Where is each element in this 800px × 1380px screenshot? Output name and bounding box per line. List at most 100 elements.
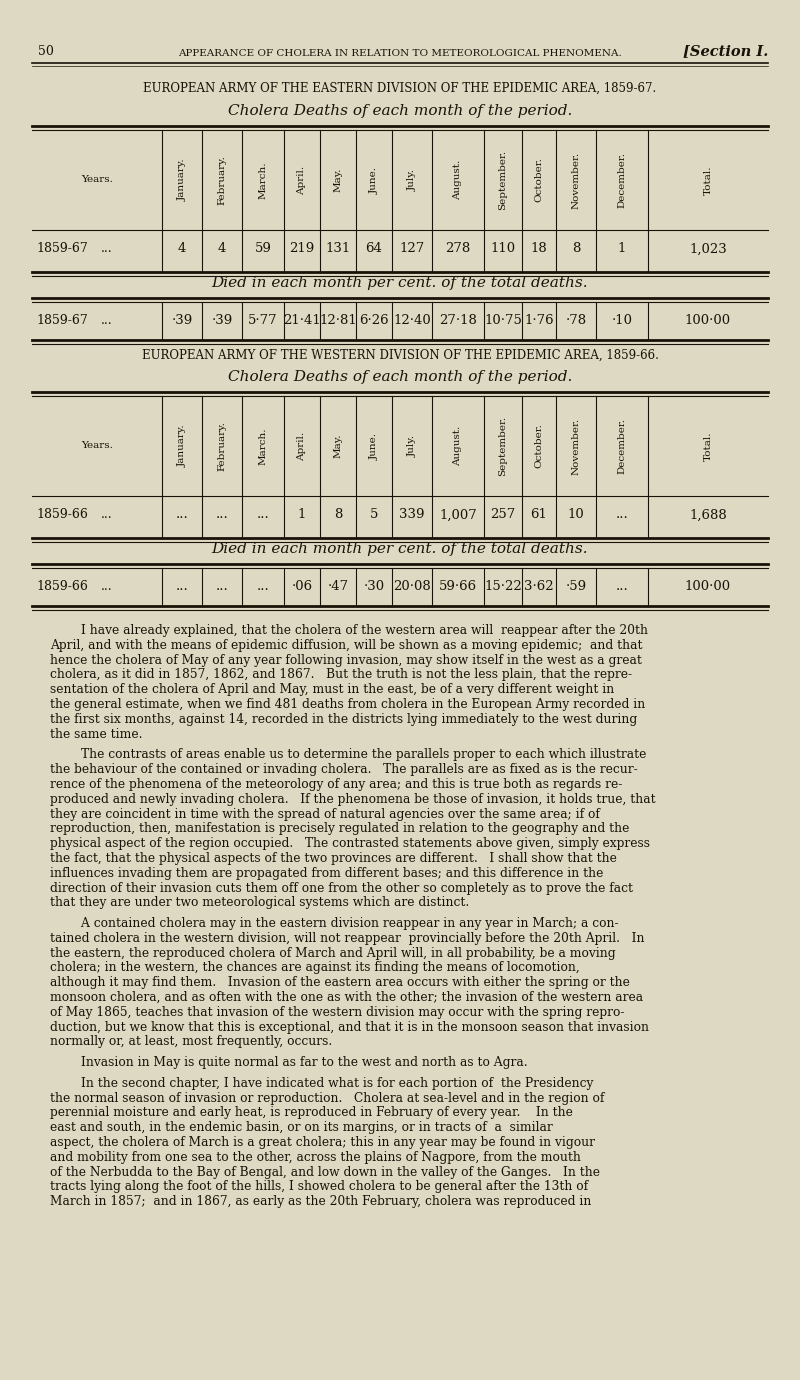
Text: ·78: ·78 [566,313,586,327]
Text: the behaviour of the contained or invading cholera.   The parallels are as fixed: the behaviour of the contained or invadi… [50,763,638,776]
Text: The contrasts of areas enable us to determine the parallels proper to each which: The contrasts of areas enable us to dete… [50,748,646,762]
Text: Cholera Deaths of each month of the period.: Cholera Deaths of each month of the peri… [228,104,572,119]
Text: ·47: ·47 [327,580,349,592]
Text: In the second chapter, I have indicated what is for each portion of  the Preside: In the second chapter, I have indicated … [50,1076,594,1090]
Text: 10·75: 10·75 [484,313,522,327]
Text: ...: ... [216,508,228,522]
Text: 12·81: 12·81 [319,313,357,327]
Text: 257: 257 [490,508,516,522]
Text: although it may find them.   Invasion of the eastern area occurs with either the: although it may find them. Invasion of t… [50,976,630,989]
Text: cholera; in the western, the chances are against its finding the means of locomo: cholera; in the western, the chances are… [50,962,580,974]
Text: ...: ... [176,580,188,592]
Text: Years.: Years. [81,175,113,185]
Text: ...: ... [101,313,113,327]
Text: April, and with the means of epidemic diffusion, will be shown as a moving epide: April, and with the means of epidemic di… [50,639,642,651]
Text: they are coincident in time with the spread of natural agencies over the same ar: they are coincident in time with the spr… [50,807,600,821]
Text: Total.: Total. [703,431,713,461]
Text: tained cholera in the western division, will not reappear  provincially before t: tained cholera in the western division, … [50,932,645,945]
Text: November.: November. [571,417,581,475]
Text: April.: April. [298,432,306,461]
Text: ...: ... [616,580,628,592]
Text: 3·62: 3·62 [524,580,554,592]
Text: 15·22: 15·22 [484,580,522,592]
Text: 1,007: 1,007 [439,508,477,522]
Text: 278: 278 [446,243,470,255]
Text: 1,023: 1,023 [689,243,727,255]
Text: rence of the phenomena of the meteorology of any area; and this is true both as : rence of the phenomena of the meteorolog… [50,778,622,791]
Text: February.: February. [218,155,226,206]
Text: October.: October. [534,424,543,468]
Text: October.: October. [534,157,543,203]
Text: August.: August. [454,160,462,200]
Text: 1: 1 [618,243,626,255]
Text: reproduction, then, manifestation is precisely regulated in relation to the geog: reproduction, then, manifestation is pre… [50,822,630,835]
Text: APPEARANCE OF CHOLERA IN RELATION TO METEOROLOGICAL PHENOMENA.: APPEARANCE OF CHOLERA IN RELATION TO MET… [178,50,622,58]
Text: 1: 1 [298,508,306,522]
Text: ·10: ·10 [611,313,633,327]
Text: aspect, the cholera of March is a great cholera; this in any year may be found i: aspect, the cholera of March is a great … [50,1136,595,1150]
Text: produced and newly invading cholera.   If the phenomena be those of invasion, it: produced and newly invading cholera. If … [50,792,656,806]
Text: influences invading them are propagated from different bases; and this differenc: influences invading them are propagated … [50,867,603,879]
Text: Died in each month per cent. of the total deaths.: Died in each month per cent. of the tota… [212,276,588,290]
Text: April.: April. [298,166,306,195]
Text: June.: June. [370,167,378,193]
Text: ...: ... [101,243,113,255]
Text: sentation of the cholera of April and May, must in the east, be of a very differ: sentation of the cholera of April and Ma… [50,683,614,696]
Text: January.: January. [178,425,186,468]
Text: 1,688: 1,688 [689,508,727,522]
Text: ·39: ·39 [171,313,193,327]
Text: ...: ... [616,508,628,522]
Text: March.: March. [258,161,267,199]
Text: 4: 4 [178,243,186,255]
Text: December.: December. [618,152,626,208]
Text: ·06: ·06 [291,580,313,592]
Text: ...: ... [216,580,228,592]
Text: that they are under two meteorological systems which are distinct.: that they are under two meteorological s… [50,897,470,909]
Text: I have already explained, that the cholera of the western area will  reappear af: I have already explained, that the chole… [50,624,648,638]
Text: 27·18: 27·18 [439,313,477,327]
Text: EUROPEAN ARMY OF THE WESTERN DIVISION OF THE EPIDEMIC AREA, 1859-66.: EUROPEAN ARMY OF THE WESTERN DIVISION OF… [142,349,658,362]
Text: 10: 10 [568,508,584,522]
Text: [Section I.: [Section I. [682,44,768,58]
Text: 339: 339 [399,508,425,522]
Text: March.: March. [258,428,267,465]
Text: perennial moisture and early heat, is reproduced in February of every year.    I: perennial moisture and early heat, is re… [50,1107,573,1119]
Text: tracts lying along the foot of the hills, I showed cholera to be general after t: tracts lying along the foot of the hills… [50,1180,588,1194]
Text: physical aspect of the region occupied.   The contrasted statements above given,: physical aspect of the region occupied. … [50,838,650,850]
Text: ...: ... [257,580,270,592]
Text: the normal season of invasion or reproduction.   Cholera at sea-level and in the: the normal season of invasion or reprodu… [50,1092,604,1104]
Text: of the Nerbudda to the Bay of Bengal, and low down in the valley of the Ganges. : of the Nerbudda to the Bay of Bengal, an… [50,1166,600,1179]
Text: the fact, that the physical aspects of the two provinces are different.   I shal: the fact, that the physical aspects of t… [50,851,617,865]
Text: the eastern, the reproduced cholera of March and April will, in all probability,: the eastern, the reproduced cholera of M… [50,947,616,959]
Text: December.: December. [618,418,626,473]
Text: 100·00: 100·00 [685,580,731,592]
Text: 61: 61 [530,508,547,522]
Text: 1859-66: 1859-66 [36,508,88,522]
Text: March in 1857;  and in 1867, as early as the 20th February, cholera was reproduc: March in 1857; and in 1867, as early as … [50,1195,591,1209]
Text: ...: ... [101,508,113,522]
Text: 18: 18 [530,243,547,255]
Text: September.: September. [498,150,507,210]
Text: May.: May. [334,433,342,458]
Text: duction, but we know that this is exceptional, and that it is in the monsoon sea: duction, but we know that this is except… [50,1021,649,1034]
Text: Total.: Total. [703,166,713,195]
Text: July.: July. [407,168,417,190]
Text: 5·77: 5·77 [248,313,278,327]
Text: 12·40: 12·40 [393,313,431,327]
Text: 5: 5 [370,508,378,522]
Text: of May 1865, teaches that invasion of the western division may occur with the sp: of May 1865, teaches that invasion of th… [50,1006,625,1018]
Text: Cholera Deaths of each month of the period.: Cholera Deaths of each month of the peri… [228,370,572,384]
Text: and mobility from one sea to the other, across the plains of Nagpore, from the m: and mobility from one sea to the other, … [50,1151,581,1163]
Text: 4: 4 [218,243,226,255]
Text: 8: 8 [334,508,342,522]
Text: 100·00: 100·00 [685,313,731,327]
Text: EUROPEAN ARMY OF THE EASTERN DIVISION OF THE EPIDEMIC AREA, 1859-67.: EUROPEAN ARMY OF THE EASTERN DIVISION OF… [143,81,657,95]
Text: normally or, at least, most frequently, occurs.: normally or, at least, most frequently, … [50,1035,332,1049]
Text: Invasion in May is quite normal as far to the west and north as to Agra.: Invasion in May is quite normal as far t… [50,1056,528,1070]
Text: November.: November. [571,152,581,208]
Text: Years.: Years. [81,442,113,450]
Text: 131: 131 [326,243,350,255]
Text: 127: 127 [399,243,425,255]
Text: ·39: ·39 [211,313,233,327]
Text: 59: 59 [254,243,271,255]
